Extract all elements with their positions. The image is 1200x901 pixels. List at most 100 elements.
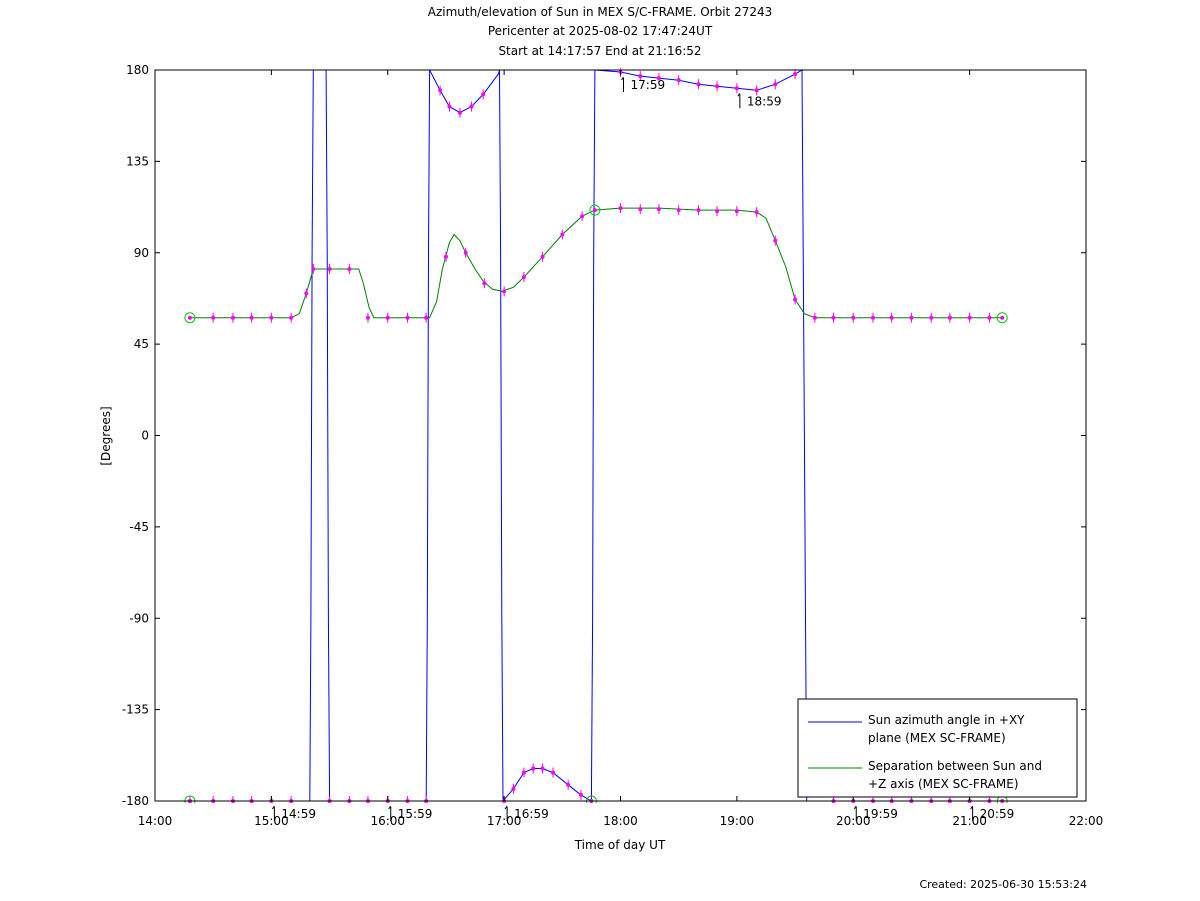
separation-marker <box>831 312 836 323</box>
separation-marker <box>249 312 254 323</box>
svg-text:14:59: 14:59 <box>281 807 316 821</box>
separation-marker <box>987 312 992 323</box>
event-circle <box>996 312 1008 324</box>
separation-marker <box>211 312 216 323</box>
event-circle <box>589 204 601 216</box>
azimuth-marker <box>566 779 571 790</box>
x-tick-label: 15:00 <box>254 814 289 828</box>
azimuth-marker <box>734 83 739 94</box>
svg-text:16:59: 16:59 <box>514 807 549 821</box>
x-tick-label: 21:00 <box>952 814 987 828</box>
separation-marker <box>327 263 332 274</box>
time-annotation: 19:59 <box>853 805 898 821</box>
azimuth-marker <box>793 69 798 80</box>
separation-marker <box>347 263 352 274</box>
separation-marker <box>311 263 316 274</box>
time-annotation: 15:59 <box>388 805 433 821</box>
separation-marker <box>967 312 972 323</box>
legend-entry: plane (MEX SC-FRAME) <box>868 731 1006 745</box>
separation-marker <box>715 206 720 217</box>
separation-marker <box>463 247 468 258</box>
separation-marker <box>754 207 759 218</box>
created-timestamp: Created: 2025-06-30 15:53:24 <box>919 878 1087 891</box>
separation-marker <box>947 312 952 323</box>
svg-text:20:59: 20:59 <box>980 807 1015 821</box>
azimuth-marker <box>551 767 556 778</box>
x-tick-label: 16:00 <box>370 814 405 828</box>
separation-marker <box>405 312 410 323</box>
svg-text:15:59: 15:59 <box>398 807 433 821</box>
separation-marker <box>696 205 701 216</box>
y-tick-label: 0 <box>141 429 149 443</box>
separation-marker <box>656 204 661 215</box>
legend: Sun azimuth angle in +XY plane (MEX SC-FR… <box>797 698 1078 798</box>
x-tick-label: 14:00 <box>138 814 173 828</box>
azimuth-line <box>594 69 1003 802</box>
separation-marker <box>618 203 623 214</box>
y-tick-label: 180 <box>126 63 149 77</box>
separation-marker <box>871 312 876 323</box>
azimuth-marker <box>754 85 759 96</box>
separation-marker <box>909 312 914 323</box>
legend-entry: Separation between Sun and <box>868 759 1042 773</box>
separation-marker <box>676 205 681 216</box>
separation-marker <box>502 286 507 297</box>
azimuth-marker <box>457 107 462 118</box>
azimuth-marker <box>511 783 516 794</box>
azimuth-marker <box>656 73 661 84</box>
azimuth-marker <box>638 71 643 82</box>
separation-marker <box>889 312 894 323</box>
separation-marker <box>812 312 817 323</box>
azimuth-marker <box>447 101 452 112</box>
separation-marker <box>540 251 545 262</box>
azimuth-line <box>189 69 314 802</box>
svg-text:17:59: 17:59 <box>631 78 666 92</box>
azimuth-line <box>325 69 431 802</box>
separation-marker <box>424 312 429 323</box>
azimuth-marker <box>469 101 474 112</box>
y-tick-label: 90 <box>134 246 149 260</box>
separation-marker <box>230 312 235 323</box>
time-annotation: 20:59 <box>970 805 1015 821</box>
time-annotation: 17:59 <box>621 76 666 93</box>
legend-entry: Sun azimuth angle in +XY <box>868 713 1025 727</box>
azimuth-marker <box>676 75 681 86</box>
x-tick-label: 22:00 <box>1069 814 1104 828</box>
plot-frame <box>154 69 1087 802</box>
chart-title: Azimuth/elevation of Sun in MEX S/C-FRAM… <box>427 5 773 19</box>
separation-marker <box>482 278 487 289</box>
separation-marker <box>773 235 778 246</box>
time-annotation: 16:59 <box>504 805 549 821</box>
separation-marker <box>851 312 856 323</box>
time-annotation: 18:59 <box>737 92 782 109</box>
azimuth-marker <box>438 85 443 96</box>
separation-marker <box>304 288 309 299</box>
svg-text:18:59: 18:59 <box>747 94 782 108</box>
separation-marker <box>638 204 643 215</box>
separation-marker <box>443 251 448 262</box>
chart-subtitle: Pericenter at 2025-08-02 17:47:24UT <box>487 24 713 38</box>
separation-marker <box>793 294 798 305</box>
x-tick-label: 17:00 <box>487 814 522 828</box>
separation-marker <box>929 312 934 323</box>
separation-marker <box>521 272 526 283</box>
separation-marker <box>734 206 739 217</box>
separation-marker <box>365 312 370 323</box>
separation-marker <box>385 312 390 323</box>
azimuth-marker <box>540 763 545 774</box>
x-tick-label: 18:00 <box>603 814 638 828</box>
azimuth-marker <box>521 767 526 778</box>
y-tick-label: -45 <box>129 520 149 534</box>
azimuth-marker <box>715 81 720 92</box>
azimuth-marker <box>578 789 583 800</box>
x-tick-label: 20:00 <box>836 814 871 828</box>
separation-marker <box>580 211 585 222</box>
azimuth-marker <box>531 763 536 774</box>
chart-subtitle-2: Start at 14:17:57 End at 21:16:52 <box>498 44 702 58</box>
separation-line <box>189 207 1003 319</box>
azimuth-line <box>429 69 500 114</box>
azimuth-marker <box>773 79 778 90</box>
separation-marker <box>560 229 565 240</box>
y-tick-label: -180 <box>122 794 149 808</box>
